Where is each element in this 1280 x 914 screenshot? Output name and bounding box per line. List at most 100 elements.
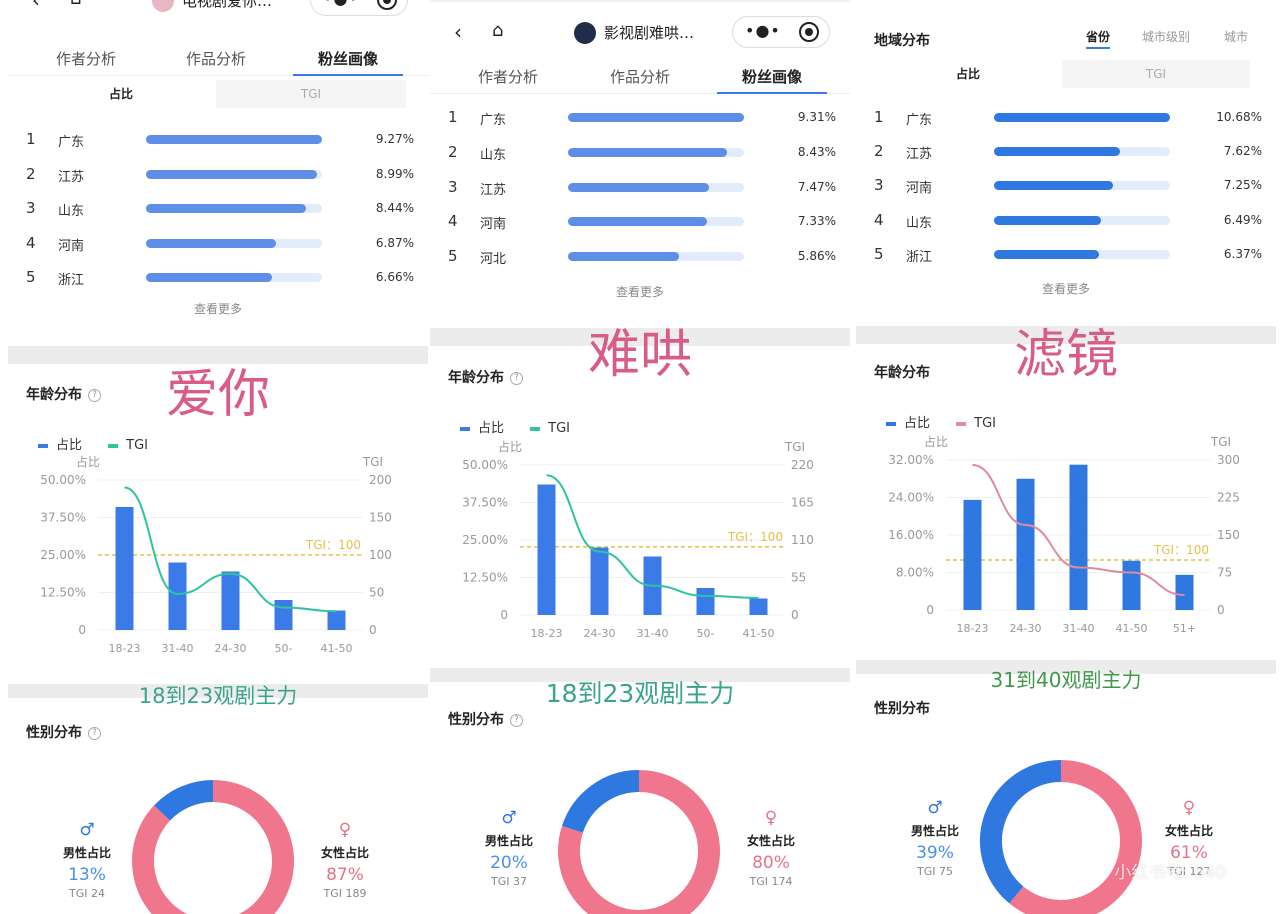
more-icon[interactable]: •●• <box>323 0 359 8</box>
tab-fan-profile[interactable]: 粉丝画像 <box>712 66 832 94</box>
y-tick-left: 8.00% <box>896 566 934 580</box>
legend-swatch <box>956 421 967 426</box>
y-tick-right: 200 <box>369 473 392 487</box>
view-more-link[interactable]: 查看更多 <box>193 302 242 316</box>
age-chart: 占比 TGI 0 0 12.50% 50 25.00% 100 37.50% 150 50.00% 2… <box>8 450 428 669</box>
legend-swatch <box>530 426 541 431</box>
tgi-reference-label: TGI：100 <box>305 538 361 552</box>
region-row: 2 山东 8.43% <box>430 141 850 165</box>
mini-program-topbar: ‹ ⌂ 电视剧爱你… •●• <box>8 0 428 18</box>
region-row: 3 江苏 7.47% <box>430 176 850 200</box>
y-tick-left: 16.00% <box>888 528 934 542</box>
drama-label: 难哄 <box>587 325 692 385</box>
region-row: 4 河南 6.87% <box>8 232 428 256</box>
y-tick-left: 12.50% <box>462 571 508 585</box>
help-icon[interactable]: ? <box>510 713 523 727</box>
legend-ratio: 占比 <box>886 412 930 431</box>
x-tick-label: 41-50 <box>321 642 353 655</box>
region-rank: 3 <box>874 176 884 195</box>
legend-tgi-label: TGI <box>974 416 997 431</box>
capsule-menu: •●• <box>310 0 408 16</box>
region-name: 河南 <box>480 217 507 233</box>
toggle-tgi[interactable]: TGI <box>300 87 322 101</box>
male-percent: 13% <box>68 865 106 885</box>
toggle-ratio[interactable]: 占比 <box>874 60 1062 88</box>
y-axis-right-title: TGI <box>784 440 805 454</box>
help-icon[interactable]: ? <box>510 371 523 385</box>
analysis-tabs: 作者分析 作品分析 粉丝画像 <box>430 58 850 94</box>
watermark: 小红书号: 640 <box>1114 863 1226 883</box>
view-more-link[interactable]: 查看更多 <box>1041 282 1090 296</box>
x-tick-label: 41-50 <box>743 627 775 640</box>
x-tick-label: 18-23 <box>109 642 141 655</box>
back-icon[interactable]: ‹ <box>454 20 462 44</box>
y-tick-right: 300 <box>1217 453 1240 467</box>
female-stats: ♀ 女性占比 61% TGI 127 <box>1144 798 1234 878</box>
view-more-link[interactable]: 查看更多 <box>615 285 664 299</box>
legend-tgi-label: TGI <box>548 421 571 436</box>
region-row: 3 河南 7.25% <box>856 174 1276 198</box>
region-bar-track <box>994 147 1170 157</box>
male-percent: 39% <box>916 843 954 863</box>
male-icon: ♂ <box>79 820 95 840</box>
region-bar-fill <box>568 113 744 122</box>
x-tick-label: 24-30 <box>215 642 247 655</box>
divider <box>430 328 850 346</box>
home-icon[interactable]: ⌂ <box>70 0 81 9</box>
region-rank: 5 <box>26 268 36 286</box>
tab-author-analysis[interactable]: 作者分析 <box>477 68 538 86</box>
region-bar-track <box>146 238 322 248</box>
y-tick-left: 32.00% <box>888 453 934 467</box>
tab-works-analysis[interactable]: 作品分析 <box>609 68 670 86</box>
toggle-tgi[interactable]: TGI <box>1145 67 1167 81</box>
panel-aini: ‹ ⌂ 电视剧爱你… •●• 作者分析 作品分析 粉丝画像 占比 TGI 1 广东… <box>8 0 428 914</box>
subtab-city-level[interactable]: 城市级别 <box>1142 30 1191 44</box>
region-name: 河南 <box>58 238 85 254</box>
region-row: 5 河北 5.86% <box>430 245 850 269</box>
back-icon[interactable]: ‹ <box>32 0 40 12</box>
region-percent: 9.27% <box>375 132 414 146</box>
more-icon[interactable]: •●• <box>745 21 781 40</box>
home-icon[interactable]: ⌂ <box>492 20 504 41</box>
x-tick-label: 51+ <box>1173 622 1196 635</box>
y-tick-right: 0 <box>1217 603 1225 617</box>
panel-lvjing: 地域分布 省份 城市级别 城市 占比 TGI 1 广东 10.68% 2 江苏 7.62%… <box>856 0 1276 914</box>
tab-fan-profile[interactable]: 粉丝画像 <box>288 48 408 76</box>
help-icon[interactable]: ? <box>88 388 101 402</box>
tgi-line <box>546 474 759 599</box>
y-tick-left: 37.50% <box>462 496 508 510</box>
female-icon: ♀ <box>764 808 778 828</box>
subtab-city[interactable]: 城市 <box>1224 30 1249 44</box>
female-stats: ♀ 女性占比 87% TGI 189 <box>300 820 390 900</box>
female-percent: 87% <box>326 865 364 885</box>
tab-author-analysis[interactable]: 作者分析 <box>55 50 116 68</box>
region-bar-fill <box>146 135 322 144</box>
region-percent: 8.44% <box>375 201 414 215</box>
tab-fan-profile-label: 粉丝画像 <box>317 50 378 68</box>
toggle-ratio[interactable]: 占比 <box>26 80 216 108</box>
divider <box>8 684 428 698</box>
region-rank: 2 <box>874 142 884 161</box>
age-chart: 占比 TGI 0 0 12.50% 55 25.00% 110 37.50% 165 50.00% 2… <box>430 435 850 654</box>
tgi-reference-label: TGI：100 <box>1153 543 1209 557</box>
subtab-province[interactable]: 省份 <box>1086 28 1111 49</box>
y-axis-left-title: 占比 <box>76 454 100 469</box>
region-bar-fill <box>994 181 1113 191</box>
drama-label: 爱你 <box>165 365 270 425</box>
region-row: 1 广东 9.31% <box>430 106 850 130</box>
region-rank: 5 <box>874 244 884 263</box>
x-tick-label: 18-23 <box>531 627 563 640</box>
y-tick-right: 50 <box>369 586 384 600</box>
tab-works-analysis[interactable]: 作品分析 <box>185 50 246 68</box>
region-bar-track <box>568 182 744 192</box>
region-bar-fill <box>568 147 727 157</box>
close-target-icon[interactable] <box>377 0 397 10</box>
chart-legend: 占比 TGI <box>886 412 1018 431</box>
ratio-bar <box>696 588 715 615</box>
help-icon[interactable]: ? <box>88 726 101 740</box>
close-target-icon[interactable] <box>799 22 819 42</box>
x-tick-label: 50- <box>275 642 293 655</box>
male-slice <box>561 770 640 834</box>
region-bar-track <box>146 135 322 144</box>
